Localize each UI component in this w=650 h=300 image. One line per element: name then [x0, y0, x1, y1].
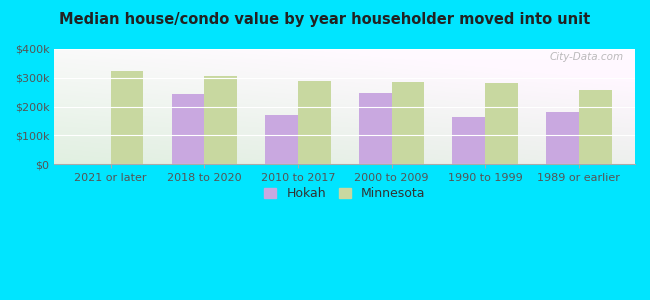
Bar	[485, 83, 518, 164]
Bar	[265, 115, 298, 164]
Bar	[172, 94, 204, 164]
Text: Median house/condo value by year householder moved into unit: Median house/condo value by year househo…	[59, 12, 591, 27]
Text: City-Data.com: City-Data.com	[549, 52, 623, 62]
Bar	[391, 82, 424, 164]
Bar	[359, 93, 391, 164]
Bar	[204, 76, 237, 164]
Bar	[546, 112, 578, 164]
Bar	[111, 70, 144, 164]
Bar	[452, 117, 485, 164]
Legend: Hokah, Minnesota: Hokah, Minnesota	[257, 181, 432, 206]
Bar	[298, 81, 331, 164]
Bar	[578, 90, 612, 164]
